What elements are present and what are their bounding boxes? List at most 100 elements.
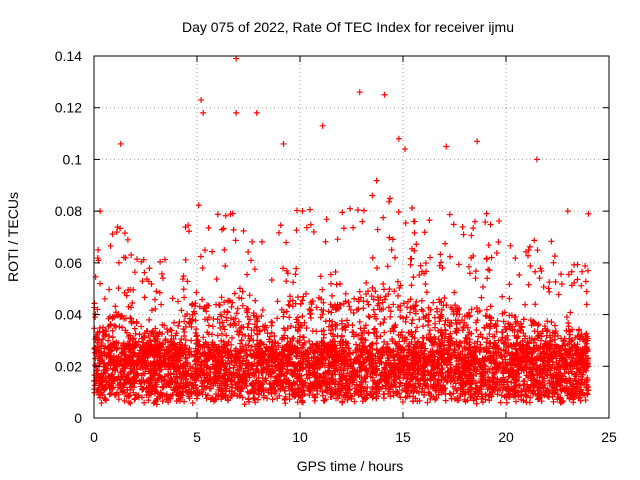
data-point [322, 238, 329, 245]
data-point [158, 270, 165, 277]
data-point [199, 296, 206, 303]
data-point [271, 332, 278, 339]
data-point [237, 340, 244, 347]
data-point [407, 255, 414, 262]
data-point [300, 293, 307, 300]
data-point [532, 301, 539, 308]
data-point [107, 242, 114, 249]
data-point [507, 242, 514, 249]
data-point [446, 211, 453, 218]
data-point [198, 358, 205, 365]
data-point [407, 261, 414, 268]
data-point [115, 259, 122, 266]
data-point [466, 336, 473, 343]
data-point [409, 204, 416, 211]
data-point [550, 398, 557, 405]
data-point [339, 209, 346, 216]
data-point [149, 329, 156, 336]
data-point [115, 396, 122, 403]
data-point [392, 254, 399, 261]
data-point [520, 316, 527, 323]
data-point [351, 295, 358, 302]
data-point [106, 286, 113, 293]
data-point [419, 334, 426, 341]
data-point [293, 207, 300, 214]
data-point [466, 270, 473, 277]
data-point [338, 333, 345, 340]
data-point [499, 293, 506, 300]
data-point [188, 372, 195, 379]
data-point [286, 314, 293, 321]
data-point [112, 309, 119, 316]
data-point [96, 280, 103, 287]
data-point [455, 261, 462, 268]
data-point [411, 218, 418, 225]
data-point [234, 305, 241, 312]
data-point [478, 294, 485, 301]
data-point [540, 283, 547, 290]
data-point [565, 271, 572, 278]
data-point [369, 192, 376, 199]
data-point [381, 329, 388, 336]
data-point [306, 206, 313, 213]
data-point [112, 303, 119, 310]
data-point [277, 222, 284, 229]
data-point [380, 391, 387, 398]
data-point [252, 297, 259, 304]
data-point [420, 314, 427, 321]
data-point [483, 210, 490, 217]
data-point [558, 271, 565, 278]
data-point [527, 262, 534, 269]
data-point [563, 314, 570, 321]
data-point [450, 221, 457, 228]
data-point [334, 332, 341, 339]
data-point [230, 226, 237, 233]
data-point [268, 276, 275, 283]
data-point [388, 246, 395, 253]
data-point [423, 289, 430, 296]
data-point [179, 276, 186, 283]
data-point [568, 268, 575, 275]
data-point [221, 326, 228, 333]
data-point [129, 300, 136, 307]
data-point [452, 302, 459, 309]
data-point [400, 375, 407, 382]
data-point [386, 234, 393, 241]
data-point [411, 229, 418, 236]
data-point [496, 218, 503, 225]
data-point [109, 231, 116, 238]
data-point [432, 320, 439, 327]
data-point [377, 320, 384, 327]
data-point [583, 301, 590, 308]
data-point [350, 224, 357, 231]
data-point [371, 313, 378, 320]
data-point [101, 295, 108, 302]
data-point [582, 278, 589, 285]
data-point [380, 319, 387, 326]
data-point [159, 275, 166, 282]
data-point [552, 322, 559, 329]
data-point [501, 309, 508, 316]
data-point [326, 354, 333, 361]
data-point [141, 269, 148, 276]
data-point [224, 309, 231, 316]
data-point [386, 198, 393, 205]
data-point [430, 299, 437, 306]
data-point [379, 383, 386, 390]
data-point [131, 396, 138, 403]
data-point [158, 301, 165, 308]
data-point [231, 290, 238, 297]
data-point [328, 280, 335, 287]
data-point [171, 319, 178, 326]
data-point [370, 306, 377, 313]
data-point [287, 293, 294, 300]
data-point [245, 248, 252, 255]
data-point [472, 268, 479, 275]
data-point [242, 332, 249, 339]
data-point [351, 398, 358, 405]
data-point [262, 375, 269, 382]
data-point [418, 297, 425, 304]
data-point [427, 254, 434, 261]
data-point [175, 322, 182, 329]
data-point [284, 334, 291, 341]
